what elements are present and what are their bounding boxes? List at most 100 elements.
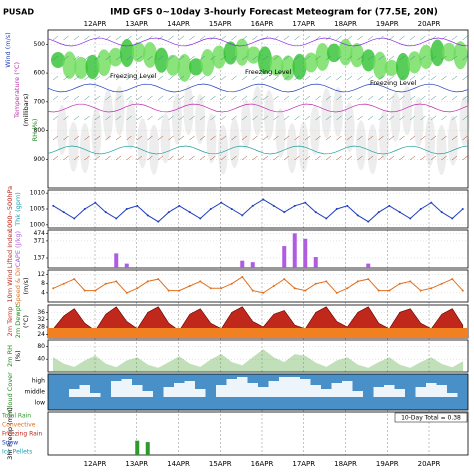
rh-blob [200,48,215,77]
barb [178,75,185,81]
rh-shade [379,110,389,161]
rh-shade [448,115,458,166]
barb [252,135,258,141]
barb [367,135,374,141]
barb [336,115,342,121]
y-tick-label: 28 [37,324,45,331]
barb [241,115,248,121]
cloud [184,381,195,397]
barb [252,155,258,161]
cloud [79,385,90,397]
point [377,289,380,292]
panel-frame [47,229,469,269]
barb [336,75,342,81]
barb [262,155,269,161]
row-label: high [32,378,45,385]
point [125,291,128,294]
point [398,282,401,285]
rh-shade [459,96,470,147]
cloud [216,385,227,397]
side-label: Cloud Cover [6,372,14,412]
point [430,287,433,290]
barb [52,75,59,81]
barb [451,55,458,61]
barb [84,75,90,81]
side-label: Speed & Dir [14,266,22,305]
barb [346,75,353,81]
barb [430,75,437,81]
barb [136,155,143,161]
cloud [132,385,143,397]
rh-blob [235,38,249,66]
barb [273,95,279,101]
point [451,278,454,281]
barb [94,35,101,41]
barb [273,155,279,161]
barb [357,135,363,141]
cloud [352,391,363,397]
rh-blob [189,58,203,76]
cloud [121,379,132,397]
side-label: 2m RH [6,345,14,367]
point [314,211,317,214]
date-top: 13APR [125,20,148,28]
rh-shade [195,94,205,145]
barb [231,155,237,161]
barb [73,95,80,101]
barb [168,75,174,81]
barb [441,155,447,161]
barb [115,115,122,121]
barb [241,155,248,161]
barb [220,75,227,81]
point [388,204,391,207]
date-top: 20APR [418,20,441,28]
point [157,220,160,223]
date-bottom: 17APR [292,460,315,468]
rh-shade [390,91,401,142]
barb [388,95,395,101]
barb [304,115,311,121]
barb [105,75,111,81]
barb [399,155,405,161]
cloud [436,385,447,397]
rh-shade [287,123,297,174]
date-bottom: 13APR [125,460,148,468]
point [451,217,454,220]
barb [336,95,342,101]
rh-blob [212,45,226,69]
barb [304,95,311,101]
point [367,220,370,223]
barb [252,115,258,121]
barb [126,55,132,61]
bar [114,253,119,268]
point [188,285,191,287]
barb [304,135,311,141]
barb [136,55,143,61]
barb [451,95,458,101]
rh-shade [183,85,194,136]
barb [262,115,269,121]
barb [420,135,426,141]
barb [283,75,290,81]
panel-frame [47,269,469,303]
barb [63,75,69,81]
point [251,289,254,292]
barb [63,35,69,41]
barb [441,135,447,141]
date-top: 17APR [292,20,315,28]
cloud [268,381,279,397]
freezing-level: Freezing Level [110,72,157,80]
date-bottom: 19APR [376,460,399,468]
barb [262,35,269,41]
rh-blob [108,47,123,67]
point [136,204,139,207]
barb [105,155,111,161]
barb [52,35,59,41]
point [440,211,443,214]
barb [252,75,258,81]
barb [147,35,153,41]
barb [252,35,258,41]
point [83,289,86,292]
barb [52,135,59,141]
